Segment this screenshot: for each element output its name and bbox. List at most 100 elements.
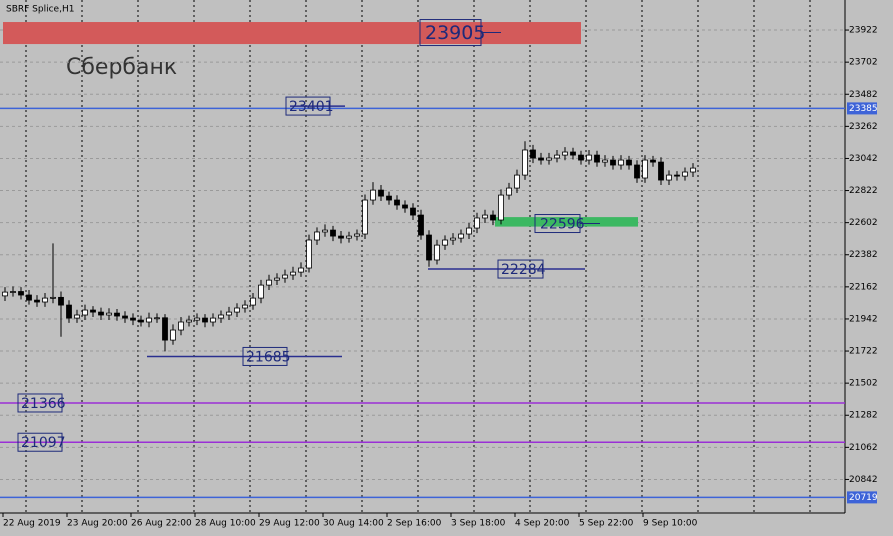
candle-body bbox=[642, 159, 648, 179]
x-tick-label: 5 Sep 22:00 bbox=[579, 519, 634, 529]
candle-body bbox=[498, 194, 504, 221]
candle-body bbox=[290, 271, 296, 276]
candle-body bbox=[450, 237, 456, 241]
candle-body bbox=[122, 315, 128, 319]
candle-body bbox=[594, 154, 600, 163]
y-tick-label: 22602 bbox=[849, 218, 878, 228]
y-tick-label: 21502 bbox=[849, 379, 878, 389]
candle-body bbox=[666, 174, 672, 181]
candle-body bbox=[218, 314, 224, 319]
x-tick-label: 3 Sep 18:00 bbox=[451, 519, 506, 529]
y-tick-label: 21722 bbox=[849, 347, 878, 357]
y-tick-label: 20842 bbox=[849, 475, 878, 485]
candle-body bbox=[346, 235, 352, 239]
candle-body bbox=[474, 217, 480, 229]
candle-body bbox=[90, 309, 96, 313]
candle-body bbox=[690, 167, 696, 173]
candle-body bbox=[626, 159, 632, 166]
candle-body bbox=[314, 231, 320, 241]
label-box bbox=[285, 96, 331, 116]
candle-body bbox=[50, 296, 56, 299]
candle-body bbox=[250, 297, 256, 306]
watermark: Сбербанк bbox=[66, 55, 177, 80]
candle-body bbox=[202, 317, 208, 323]
candle-body bbox=[354, 233, 360, 237]
candle-body bbox=[2, 291, 8, 297]
candle-body bbox=[138, 319, 144, 323]
candle-body bbox=[146, 317, 152, 323]
chart-title: SBRF Splice,H1 bbox=[6, 5, 74, 15]
candle-body bbox=[322, 229, 328, 233]
candle-body bbox=[26, 294, 32, 301]
candle-body bbox=[658, 161, 664, 181]
candle-body bbox=[418, 214, 424, 236]
candle-body bbox=[506, 187, 512, 196]
candle-body bbox=[194, 317, 200, 321]
x-tick-label: 29 Aug 12:00 bbox=[259, 519, 320, 529]
candle-body bbox=[426, 234, 432, 261]
candle-body bbox=[578, 154, 584, 161]
candle-body bbox=[602, 159, 608, 163]
y-tick-label: 22162 bbox=[849, 282, 878, 292]
candle-body bbox=[674, 174, 680, 177]
candle-body bbox=[586, 154, 592, 161]
x-tick-label: 4 Sep 20:00 bbox=[515, 519, 570, 529]
candle-body bbox=[298, 267, 304, 273]
candle-body bbox=[634, 164, 640, 179]
level-label: 21366 bbox=[21, 396, 66, 412]
candle-body bbox=[258, 284, 264, 299]
candle-body bbox=[562, 151, 568, 156]
candle-body bbox=[650, 159, 656, 163]
candle-body bbox=[106, 312, 112, 316]
candle-body bbox=[402, 204, 408, 209]
candle-body bbox=[554, 154, 560, 159]
candle-body bbox=[66, 304, 72, 319]
candle-body bbox=[466, 227, 472, 235]
candle-body bbox=[282, 274, 288, 279]
candle-body bbox=[10, 291, 16, 293]
candle-body bbox=[34, 299, 40, 303]
x-tick-label: 28 Aug 10:00 bbox=[195, 519, 256, 529]
candle-body bbox=[362, 199, 368, 235]
zone-label: 23905 bbox=[425, 22, 485, 44]
y-tick-label: 21062 bbox=[849, 443, 878, 453]
y-tick-label: 23922 bbox=[849, 26, 878, 36]
candle-body bbox=[386, 195, 392, 201]
candle-body bbox=[482, 214, 488, 219]
candle-body bbox=[186, 319, 192, 323]
segment-label: 21685 bbox=[246, 349, 291, 365]
x-tick-label: 9 Sep 10:00 bbox=[643, 519, 698, 529]
axis-tag-label: 20719 bbox=[849, 493, 878, 503]
candle-body bbox=[18, 291, 24, 296]
label-box bbox=[17, 432, 63, 452]
candle-body bbox=[274, 277, 280, 281]
candle-body bbox=[538, 157, 544, 161]
y-tick-label: 21942 bbox=[849, 314, 878, 324]
candle-body bbox=[434, 244, 440, 261]
candle-body bbox=[306, 239, 312, 269]
segment-label: 22284 bbox=[501, 262, 546, 278]
candle-body bbox=[162, 317, 168, 341]
candle-body bbox=[58, 296, 64, 306]
candle-body bbox=[378, 189, 384, 197]
candle-body bbox=[370, 189, 376, 201]
candle-body bbox=[514, 174, 520, 189]
x-tick-label: 30 Aug 14:00 bbox=[323, 519, 384, 529]
candle-body bbox=[234, 307, 240, 313]
axis-tag bbox=[847, 491, 877, 504]
axis-tag-label: 23385 bbox=[849, 104, 878, 114]
candle-body bbox=[442, 239, 448, 246]
candle-body bbox=[170, 329, 176, 341]
y-tick-label: 23702 bbox=[849, 58, 878, 68]
zone bbox=[495, 217, 638, 227]
y-tick-label: 22382 bbox=[849, 250, 878, 260]
candle-body bbox=[410, 207, 416, 216]
candle-body bbox=[210, 317, 216, 323]
candle-body bbox=[74, 314, 80, 319]
y-tick-label: 22822 bbox=[849, 186, 878, 196]
candle-body bbox=[458, 233, 464, 239]
candle-body bbox=[330, 229, 336, 237]
candle-body bbox=[242, 304, 248, 309]
